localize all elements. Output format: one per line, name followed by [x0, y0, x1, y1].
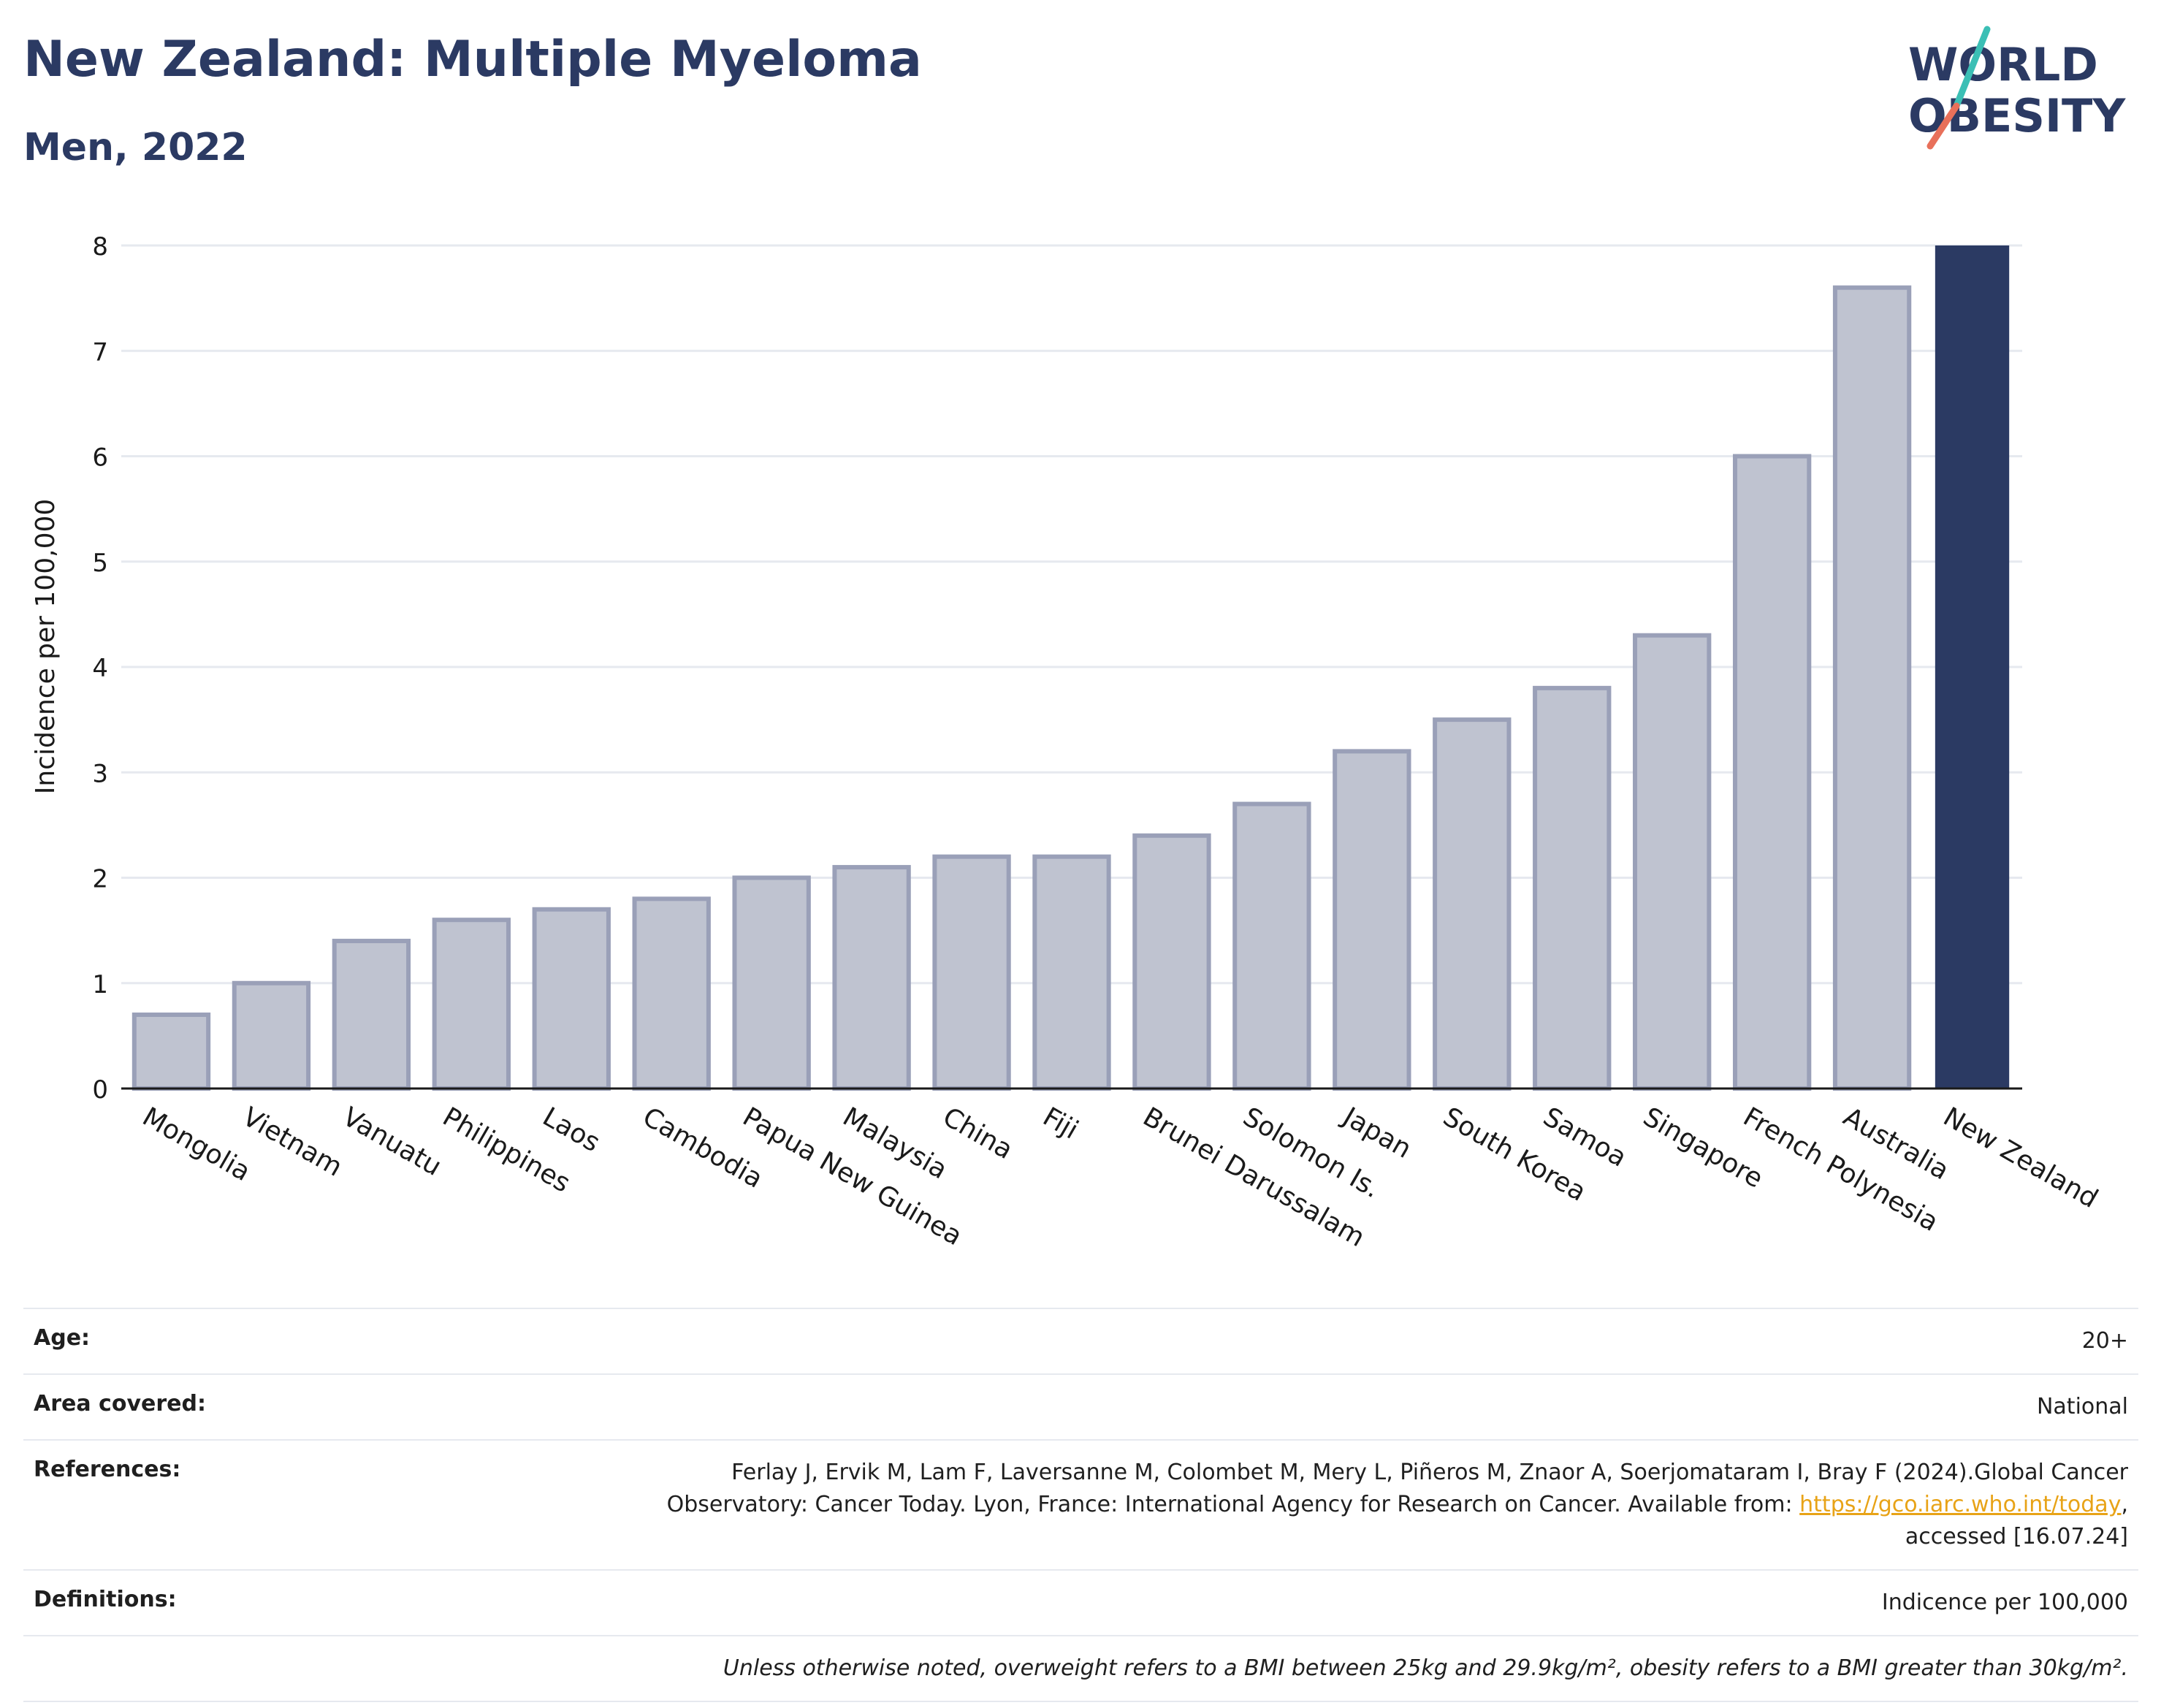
bar-samoa	[1533, 685, 1612, 1091]
y-tick-label: 1	[92, 970, 108, 999]
x-tick-label: China	[938, 1102, 1018, 1165]
bar-chart: 012345678MongoliaVietnamVanuatuPhilippin…	[31, 232, 2103, 1253]
x-tick-label: Vietnam	[237, 1102, 347, 1183]
references-value: Ferlay J, Ervik M, Lam F, Laversanne M, …	[594, 1457, 2128, 1553]
y-tick-label: 5	[92, 549, 108, 578]
bar-brunei-darussalam	[1132, 833, 1211, 1091]
definitions-row: Definitions: Indicence per 100,000	[23, 1569, 2138, 1635]
bar-vanuatu	[332, 939, 411, 1091]
bar-vietnam	[232, 980, 311, 1091]
definitions-label: Definitions:	[34, 1587, 177, 1612]
references-row: References: Ferlay J, Ervik M, Lam F, La…	[23, 1439, 2138, 1569]
bar-french-polynesia	[1732, 454, 1812, 1091]
age-value: 20+	[2081, 1328, 2128, 1354]
references-label: References:	[34, 1457, 181, 1482]
references-text: Ferlay J, Ervik M, Lam F, Laversanne M, …	[666, 1460, 2128, 1517]
definitions-value: Indicence per 100,000	[1881, 1590, 2128, 1615]
page-title: New Zealand: Multiple Myeloma	[23, 31, 922, 88]
world-obesity-logo: WORLD OBESITY	[1908, 26, 2126, 150]
x-tick-label: Fiji	[1038, 1102, 1083, 1145]
bar-singapore	[1633, 633, 1712, 1091]
bar-south-korea	[1433, 717, 1512, 1091]
x-tick-label: Vanuatu	[338, 1102, 446, 1182]
area-label: Area covered:	[34, 1391, 206, 1417]
y-tick-label: 3	[92, 759, 108, 788]
bar-cambodia	[632, 896, 711, 1091]
y-tick-label: 2	[92, 865, 108, 894]
y-tick-label: 7	[92, 338, 108, 367]
area-value: National	[2036, 1394, 2128, 1419]
bmi-note: Unless otherwise noted, overweight refer…	[723, 1655, 2128, 1681]
bar-japan	[1333, 749, 1411, 1091]
logo-slash-bottom	[1926, 102, 1960, 150]
y-tick-label: 6	[92, 443, 108, 473]
references-accessed: , accessed [16.07.24]	[1905, 1492, 2128, 1549]
logo-line-2: OBESITY	[1908, 89, 2126, 142]
bar-papua-new-guinea	[732, 875, 811, 1091]
bar-australia	[1832, 285, 1912, 1091]
bars-layer	[132, 245, 2010, 1091]
bar-fiji	[1032, 854, 1111, 1091]
x-tick-label: Mongolia	[137, 1102, 256, 1187]
y-tick-label: 8	[92, 232, 108, 262]
bar-solomon-is	[1232, 801, 1311, 1091]
bar-mongolia	[132, 1013, 211, 1091]
x-tick-label: Japan	[1337, 1101, 1417, 1164]
area-row: Area covered: National	[23, 1373, 2138, 1439]
page-subtitle: Men, 2022	[23, 126, 248, 169]
x-tick-label: Laos	[538, 1102, 605, 1158]
references-link[interactable]: https://gco.iarc.who.int/today	[1799, 1492, 2122, 1517]
x-tick-label: New Zealand	[1938, 1102, 2103, 1214]
age-row: Age: 20+	[23, 1308, 2138, 1373]
y-tick-label: 0	[92, 1075, 108, 1105]
age-label: Age:	[34, 1325, 91, 1351]
note-row: Unless otherwise noted, overweight refer…	[23, 1635, 2138, 1702]
y-tick-label: 4	[92, 654, 108, 683]
info-table: Age: 20+ Area covered: National Referenc…	[23, 1308, 2138, 1702]
bar-china	[932, 854, 1011, 1091]
bar-laos	[532, 907, 611, 1091]
y-axis-label: Incidence per 100,000	[31, 499, 61, 795]
logo-slash-top	[1953, 26, 1991, 110]
bar-malaysia	[832, 865, 911, 1091]
bar-philippines	[432, 918, 511, 1091]
logo-line-1: WORLD	[1908, 38, 2098, 91]
bar-new-zealand	[1935, 245, 2010, 1089]
